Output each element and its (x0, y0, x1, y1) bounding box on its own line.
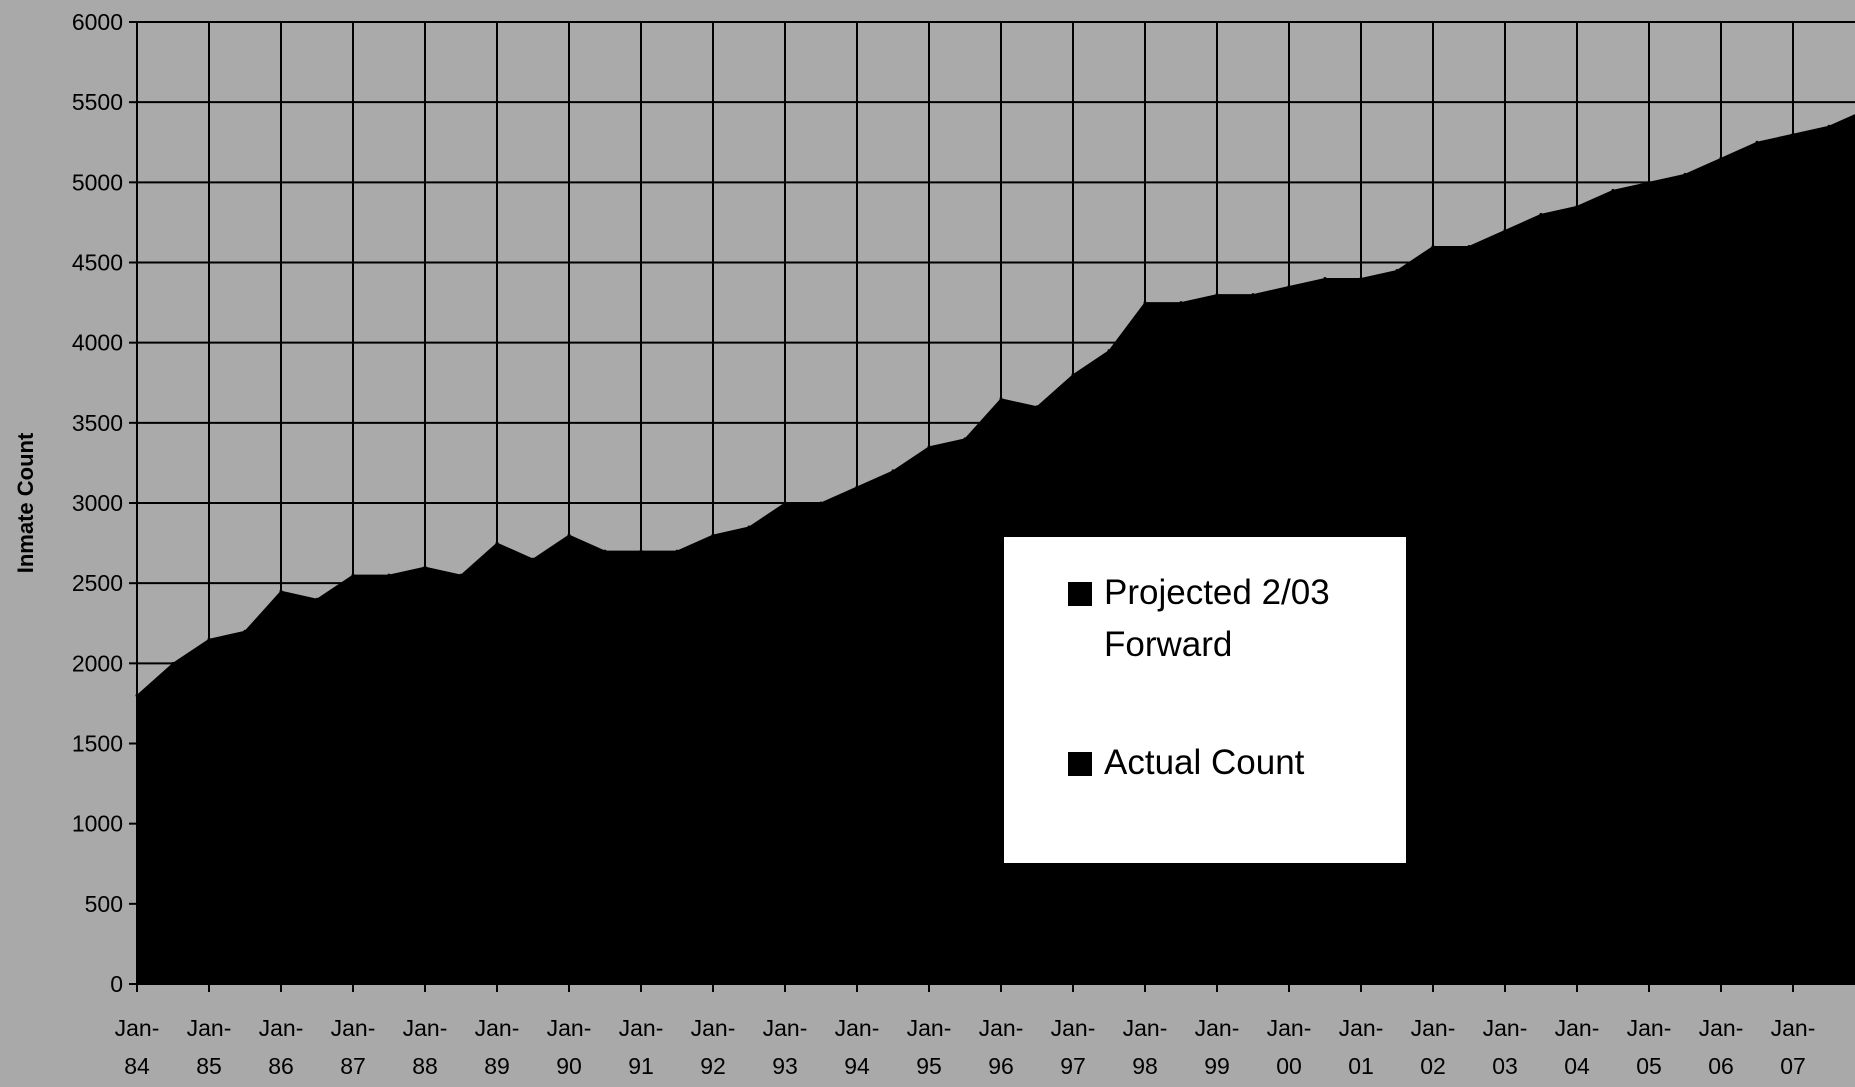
data-point (856, 485, 859, 488)
data-point (568, 534, 571, 537)
data-point (1324, 277, 1327, 280)
y-tick-label: 500 (85, 891, 123, 917)
y-tick-label: 2000 (72, 650, 123, 676)
y-tick-label: 4000 (72, 330, 123, 356)
data-point (316, 598, 319, 601)
data-point (928, 445, 931, 448)
data-point (1180, 301, 1183, 304)
data-point (784, 502, 787, 505)
data-point (1504, 229, 1507, 232)
y-tick-label: 3000 (72, 490, 123, 516)
data-point (1756, 141, 1759, 144)
y-tick-label: 5500 (72, 89, 123, 115)
data-point (1216, 293, 1219, 296)
y-tick-label: 5000 (72, 169, 123, 195)
y-tick-label: 3500 (72, 410, 123, 436)
data-point (1540, 213, 1543, 216)
data-point (388, 574, 391, 577)
data-point (892, 469, 895, 472)
data-point (1108, 349, 1111, 352)
data-point (460, 574, 463, 577)
y-axis-label: Inmate Count (13, 432, 38, 573)
legend-swatch (1068, 752, 1092, 776)
y-tick-label: 2500 (72, 570, 123, 596)
data-point (1612, 189, 1615, 192)
y-tick-label: 4500 (72, 250, 123, 276)
data-point (1432, 245, 1435, 248)
data-point (424, 566, 427, 569)
data-point (1792, 133, 1795, 136)
data-point (604, 550, 607, 553)
data-point (1252, 293, 1255, 296)
data-point (712, 534, 715, 537)
data-point (1684, 173, 1687, 176)
y-tick-label: 1500 (72, 731, 123, 757)
data-point (1576, 205, 1579, 208)
data-point (172, 662, 175, 665)
y-tick-label: 6000 (72, 9, 123, 35)
data-point (208, 638, 211, 641)
data-point (1144, 301, 1147, 304)
data-point (820, 502, 823, 505)
data-point (532, 558, 535, 561)
data-point (676, 550, 679, 553)
data-point (280, 590, 283, 593)
data-point (1072, 373, 1075, 376)
data-point (964, 437, 967, 440)
data-point (1468, 245, 1471, 248)
series-area-projected (1505, 110, 1855, 984)
data-point (1360, 277, 1363, 280)
data-point (1648, 181, 1651, 184)
data-point (1000, 397, 1003, 400)
y-tick-label: 1000 (72, 811, 123, 837)
y-tick-label: 0 (110, 971, 123, 997)
data-point (496, 542, 499, 545)
data-point (1720, 157, 1723, 160)
data-point (748, 526, 751, 529)
data-point (352, 574, 355, 577)
data-point (1396, 269, 1399, 272)
data-point (1288, 285, 1291, 288)
data-point (640, 550, 643, 553)
data-point (1828, 125, 1831, 128)
legend-swatch (1068, 582, 1092, 606)
legend-label-actual: Actual Count (1104, 743, 1305, 782)
data-point (1036, 405, 1039, 408)
data-point (244, 630, 247, 633)
